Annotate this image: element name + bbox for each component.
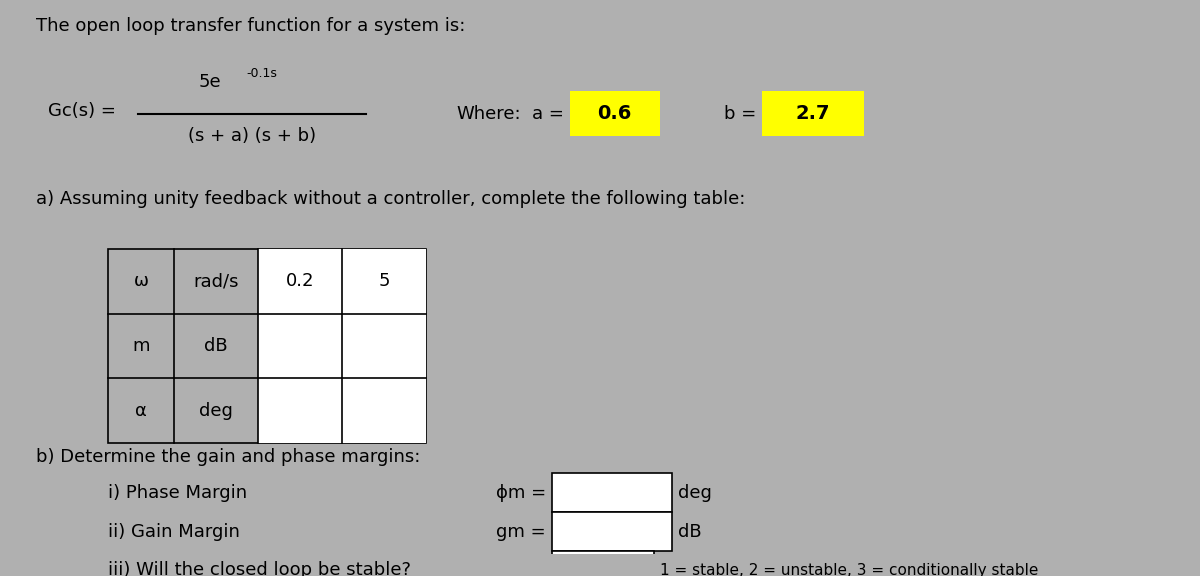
Text: ϕm =: ϕm = bbox=[496, 484, 546, 502]
Text: 5: 5 bbox=[378, 272, 390, 290]
Text: a =: a = bbox=[532, 104, 564, 123]
Text: 2.7: 2.7 bbox=[796, 104, 829, 123]
Text: dB: dB bbox=[678, 522, 702, 540]
FancyBboxPatch shape bbox=[552, 551, 654, 576]
Text: 0.6: 0.6 bbox=[598, 104, 631, 123]
Text: deg: deg bbox=[678, 484, 712, 502]
Text: b =: b = bbox=[724, 104, 756, 123]
FancyBboxPatch shape bbox=[342, 378, 426, 443]
Text: i) Phase Margin: i) Phase Margin bbox=[108, 484, 247, 502]
Text: iii) Will the closed loop be stable?: iii) Will the closed loop be stable? bbox=[108, 561, 410, 576]
Text: 0.2: 0.2 bbox=[286, 272, 314, 290]
Text: α: α bbox=[136, 401, 146, 420]
FancyBboxPatch shape bbox=[552, 512, 672, 551]
FancyBboxPatch shape bbox=[342, 314, 426, 378]
Text: Where:: Where: bbox=[456, 104, 521, 123]
Text: ii) Gain Margin: ii) Gain Margin bbox=[108, 522, 240, 540]
Text: rad/s: rad/s bbox=[193, 272, 239, 290]
FancyBboxPatch shape bbox=[258, 378, 342, 443]
FancyBboxPatch shape bbox=[570, 92, 660, 136]
FancyBboxPatch shape bbox=[342, 249, 426, 314]
Text: dB: dB bbox=[204, 337, 228, 355]
Text: 1 = stable, 2 = unstable, 3 = conditionally stable: 1 = stable, 2 = unstable, 3 = conditiona… bbox=[660, 563, 1038, 576]
FancyBboxPatch shape bbox=[762, 92, 864, 136]
FancyBboxPatch shape bbox=[552, 473, 672, 512]
Text: -0.1s: -0.1s bbox=[246, 67, 277, 80]
FancyBboxPatch shape bbox=[258, 314, 342, 378]
Text: ω: ω bbox=[133, 272, 149, 290]
Text: a) Assuming unity feedback without a controller, complete the following table:: a) Assuming unity feedback without a con… bbox=[36, 190, 745, 209]
Text: Gc(s) =: Gc(s) = bbox=[48, 102, 116, 120]
Text: gm =: gm = bbox=[497, 522, 546, 540]
Text: m: m bbox=[132, 337, 150, 355]
FancyBboxPatch shape bbox=[258, 249, 342, 314]
Text: (s + a) (s + b): (s + a) (s + b) bbox=[188, 127, 316, 145]
Text: b) Determine the gain and phase margins:: b) Determine the gain and phase margins: bbox=[36, 448, 420, 466]
Text: 5e: 5e bbox=[199, 73, 221, 92]
Text: deg: deg bbox=[199, 401, 233, 420]
Text: The open loop transfer function for a system is:: The open loop transfer function for a sy… bbox=[36, 17, 466, 35]
